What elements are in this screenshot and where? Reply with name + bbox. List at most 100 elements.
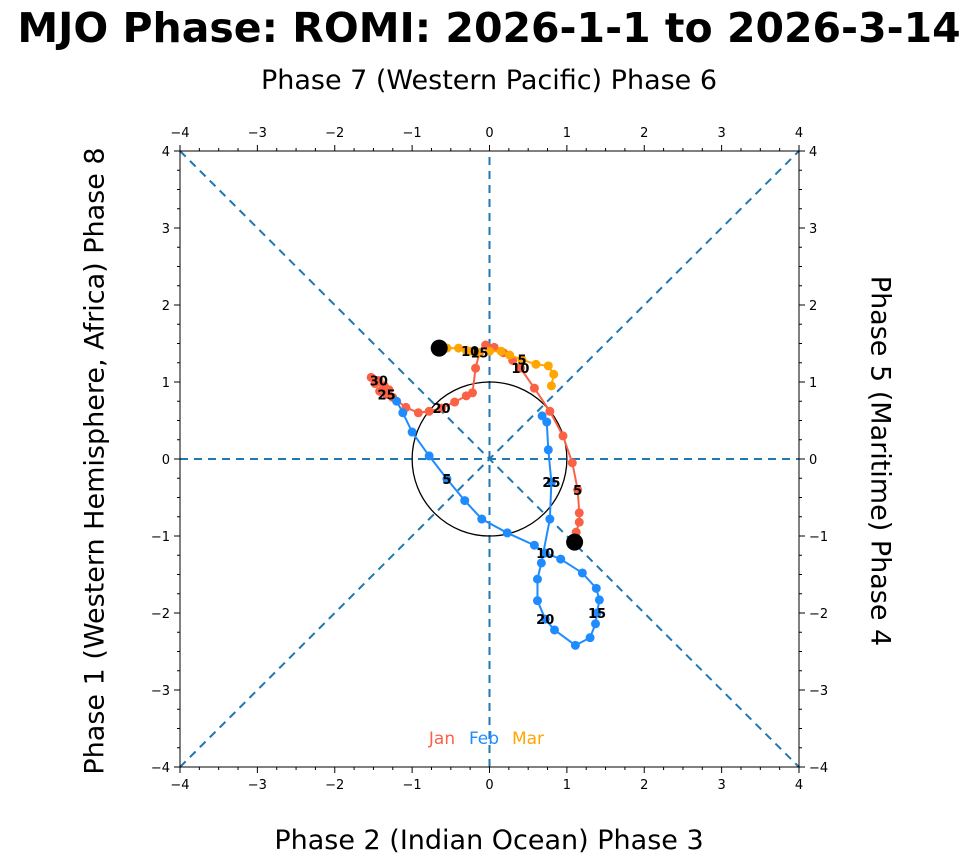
data-point-feb	[591, 583, 601, 593]
tick-label-right: 3	[809, 222, 817, 237]
top-axis-label: Phase 7 (Western Pacific) Phase 6	[260, 65, 718, 96]
data-point-feb	[536, 558, 546, 568]
data-point-feb	[577, 568, 587, 578]
data-point-feb	[537, 411, 547, 421]
day-label-mar: 10	[461, 345, 479, 360]
data-point-jan	[424, 406, 434, 416]
data-point-mar	[549, 369, 559, 379]
bottom-axis-label: Phase 2 (Indian Ocean) Phase 3	[274, 825, 704, 856]
end-marker	[430, 339, 448, 357]
tick-label-left: 3	[162, 222, 170, 237]
data-point-feb	[529, 540, 539, 550]
data-point-jan	[529, 383, 539, 393]
data-point-mar	[517, 355, 527, 365]
legend-feb: Feb	[469, 729, 499, 749]
tick-label-top: −3	[248, 126, 267, 141]
day-label-mar: 5	[517, 354, 526, 369]
day-label-jan: 10	[511, 362, 529, 377]
axis-ticks	[174, 145, 805, 773]
data-point-feb	[407, 427, 417, 437]
data-point-feb	[398, 408, 408, 418]
data-point-feb	[502, 528, 512, 538]
tick-label-left: −1	[151, 530, 170, 545]
day-label-jan: 15	[470, 347, 488, 362]
data-point-feb	[543, 445, 553, 455]
tick-label-top: 0	[485, 126, 493, 141]
tick-label-top: −2	[325, 126, 344, 141]
data-point-jan	[573, 485, 583, 495]
tick-label-bottom: −1	[403, 778, 422, 793]
tick-label-right: 2	[809, 299, 817, 314]
tick-label-left: −2	[151, 607, 170, 622]
data-point-jan	[574, 508, 584, 518]
tick-label-bottom: 4	[795, 778, 803, 793]
day-label-feb: 5	[442, 473, 451, 488]
data-point-mar	[546, 381, 556, 391]
tick-label-top: −1	[403, 126, 422, 141]
data-point-feb	[592, 608, 602, 618]
data-point-mar	[485, 346, 494, 356]
tick-label-left: −4	[151, 761, 170, 776]
tick-label-left: 4	[162, 145, 170, 160]
tick-label-bottom: 2	[640, 778, 648, 793]
day-label-feb: 15	[588, 607, 606, 622]
start-marker	[566, 533, 584, 551]
unit-circle	[411, 381, 568, 537]
data-point-feb	[460, 496, 470, 506]
data-point-jan	[366, 372, 376, 382]
data-point-jan	[450, 397, 460, 407]
day-label-jan: 20	[432, 402, 450, 417]
tick-label-top: 1	[563, 126, 571, 141]
data-point-feb	[532, 596, 542, 606]
data-point-jan	[461, 391, 471, 401]
series-line-feb	[395, 400, 601, 647]
tick-label-top: 4	[795, 126, 803, 141]
day-label-feb: 25	[542, 476, 560, 491]
tick-label-right: 4	[809, 145, 817, 160]
data-point-feb	[442, 474, 452, 484]
data-point-feb	[549, 625, 559, 635]
day-label-feb: 20	[536, 613, 554, 628]
chart-title: MJO Phase: ROMI: 2026-1-1 to 2026-3-14	[17, 4, 961, 52]
data-point-feb	[546, 477, 556, 487]
tick-label-bottom: 0	[485, 778, 493, 793]
tick-label-right: −2	[809, 607, 828, 622]
tick-label-left: 1	[162, 376, 170, 391]
day-label-jan: 25	[378, 388, 396, 403]
series-feb	[392, 396, 604, 650]
data-point-feb	[532, 574, 542, 584]
data-point-feb	[556, 554, 566, 564]
data-point-mar	[461, 345, 471, 355]
series-mar	[434, 343, 559, 391]
day-label-jan: 5	[573, 484, 582, 499]
tick-label-bottom: 3	[717, 778, 725, 793]
data-point-feb	[477, 514, 487, 524]
tick-label-right: −3	[809, 684, 828, 699]
tick-label-right: 0	[809, 453, 817, 468]
tick-label-bottom: 1	[563, 778, 571, 793]
day-label-feb: 10	[536, 547, 554, 562]
data-point-jan	[545, 406, 555, 416]
day-label-jan: 30	[370, 374, 388, 389]
tick-label-right: −1	[809, 530, 828, 545]
tick-label-top: −4	[170, 126, 189, 141]
tick-label-bottom: −4	[170, 778, 189, 793]
tick-label-left: 0	[162, 453, 170, 468]
data-point-mar	[473, 348, 483, 358]
data-point-mar	[505, 350, 515, 360]
data-point-jan	[558, 431, 568, 441]
tick-label-right: −4	[809, 761, 828, 776]
data-point-feb	[570, 640, 580, 650]
tick-label-top: 3	[717, 126, 725, 141]
data-point-jan	[567, 458, 577, 468]
data-point-jan	[574, 517, 584, 527]
data-point-feb	[591, 619, 601, 629]
legend-jan: Jan	[428, 729, 455, 749]
data-point-jan	[471, 363, 481, 373]
data-point-feb	[424, 451, 434, 461]
data-point-mar	[454, 343, 464, 353]
data-point-feb	[545, 514, 555, 524]
data-point-jan	[515, 363, 525, 373]
data-point-feb	[594, 595, 604, 605]
